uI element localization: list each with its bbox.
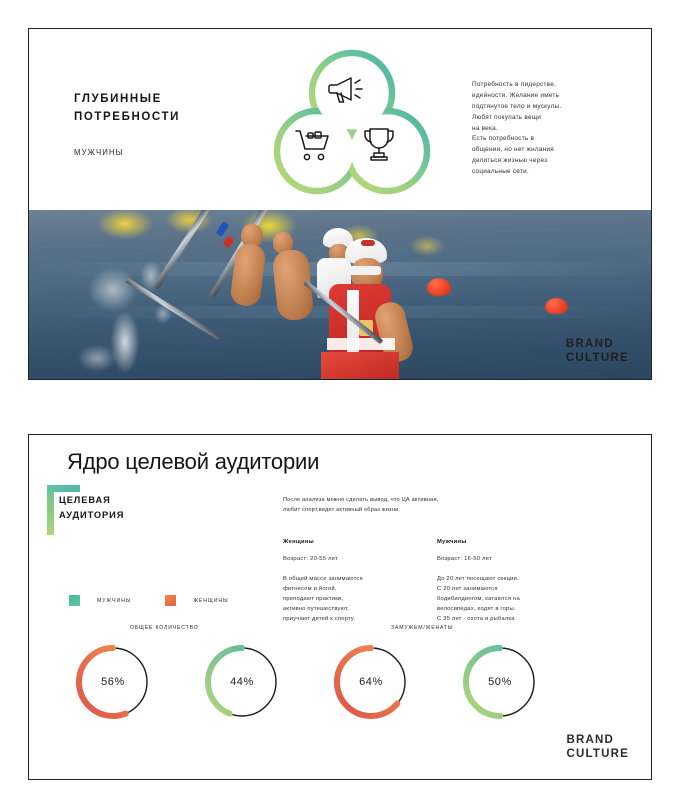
column-women-body: В общей массе занимаются фитнесом и його… — [283, 576, 363, 623]
trefoil-diagram — [272, 47, 432, 199]
column-women: Женщины Возраст: 20-55 лет В общей массе… — [283, 539, 433, 624]
megaphone-icon — [327, 75, 365, 105]
donut-value-0: 56% — [101, 676, 125, 688]
trefoil-outline-icon — [273, 49, 431, 195]
slide2-intro-text: После анализа можно сделать вывод, что Ц… — [283, 497, 439, 513]
slide1-paragraph-2: Есть потребность в общении, но нет жнлан… — [472, 135, 555, 176]
column-women-age: Возраст: 20-55 лет — [283, 556, 338, 562]
donut-chart-3: 50% — [457, 639, 543, 725]
slide1-subtitle: МУЖЧИНЫ — [74, 148, 124, 157]
donut-value-3: 50% — [488, 676, 512, 688]
slide2-title: Ядро целевой аудитории — [67, 449, 320, 474]
slide-deep-needs: ГЛУБИННЫЕ ПОТРЕБНОСТИ МУЖЧИНЫ — [28, 28, 652, 380]
donut-ring-0 — [76, 645, 150, 719]
legend-label-men: МУЖЧИНЫ — [97, 597, 132, 604]
kayak-rowers-photo: BRAND CULTURE — [29, 210, 651, 379]
caption-married: ЗАМУЖЕМ/ЖЕНАТЫ — [391, 625, 454, 631]
brand-logo-slide1: BRAND CULTURE — [565, 338, 629, 364]
slide1-content-area: ГЛУБИННЫЕ ПОТРЕБНОСТИ МУЖЧИНЫ — [29, 29, 651, 210]
donut-chart-2: 64% — [328, 639, 414, 725]
legend-swatch-men — [69, 595, 80, 606]
trophy-icon — [361, 126, 397, 164]
column-men-title: Мужчины — [437, 539, 467, 545]
column-men: Мужчины Возраст: 16-50 лет До 20 лет пос… — [437, 539, 587, 624]
slide2-section-heading: ЦЕЛЕВАЯ АУДИТОРИЯ — [59, 495, 125, 520]
legend-item-women: ЖЕНЩИНЫ — [165, 595, 228, 606]
brand-logo-slide2: BRAND CULTURE — [566, 734, 629, 760]
bracket-accent — [47, 485, 80, 535]
donut-chart-1: 44% — [199, 639, 285, 725]
bracket-vertical — [47, 485, 54, 535]
chart-legend: МУЖЧИНЫ ЖЕНЩИНЫ — [69, 595, 228, 606]
shopping-cart-icon — [294, 128, 334, 162]
slide1-title: ГЛУБИННЫЕ ПОТРЕБНОСТИ — [74, 93, 181, 123]
legend-swatch-women — [165, 595, 177, 606]
donut-ring-3 — [463, 645, 537, 719]
slide1-paragraph-1: Потребность в лидерстве, идейности. Жела… — [472, 81, 562, 133]
column-men-body: До 20 лет посещают секции. С 20 лет зани… — [437, 576, 520, 623]
caption-total-count: ОБЩЕЕ КОЛИЧЕСТВО — [130, 625, 199, 631]
bracket-horizontal — [47, 485, 80, 492]
column-women-title: Женщины — [283, 539, 314, 545]
donut-value-2: 64% — [359, 676, 383, 688]
legend-item-men: МУЖЧИНЫ — [69, 595, 131, 606]
legend-label-women: ЖЕНЩИНЫ — [193, 597, 229, 604]
donut-value-1: 44% — [230, 676, 254, 688]
slide-target-audience: Ядро целевой аудитории ЦЕЛЕВАЯ АУДИТОРИЯ… — [28, 434, 652, 780]
donut-ring-1 — [205, 645, 279, 719]
donut-ring-2 — [334, 645, 408, 719]
donut-chart-0: 56% — [70, 639, 156, 725]
column-men-age: Возраст: 16-50 лет — [437, 556, 492, 562]
